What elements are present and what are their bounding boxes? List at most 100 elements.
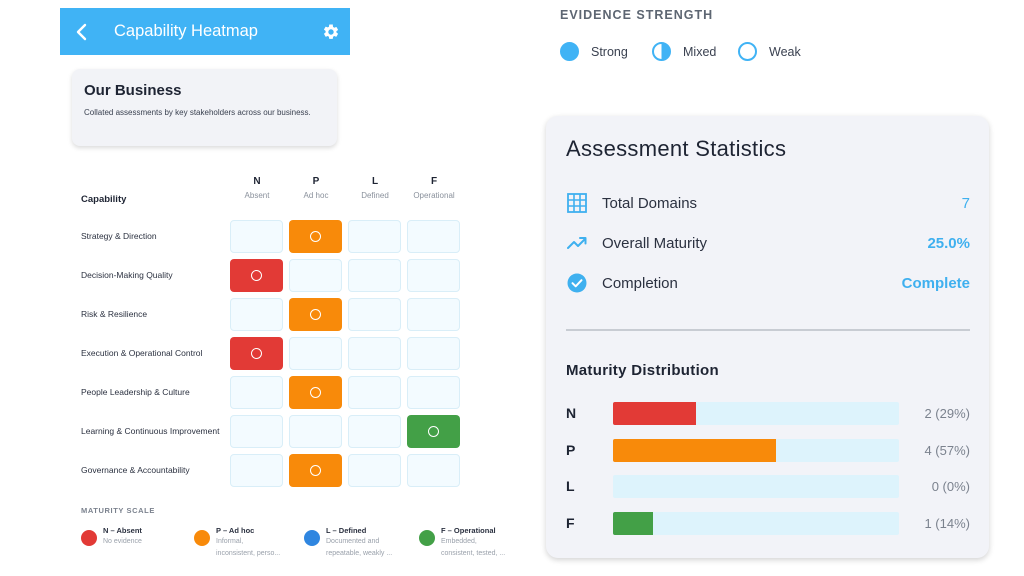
stat-label: Total Domains <box>602 194 698 212</box>
strong-evidence-icon <box>560 42 579 61</box>
capability-heatmap: Capability N Absent P Ad hoc L Defined F Operat… <box>72 170 472 490</box>
distribution-label: L <box>566 478 575 494</box>
evidence-label: Strong <box>591 44 628 59</box>
evidence-strength-title: EVIDENCE STRENGTH <box>560 8 714 22</box>
heatmap-cell[interactable] <box>348 415 401 448</box>
evidence-strong: Strong <box>560 42 628 61</box>
heatmap-cell[interactable] <box>289 259 342 292</box>
maturity-scale-item-description: consistent, tested, ... <box>441 550 506 557</box>
heatmap-cell-selected[interactable] <box>407 415 460 448</box>
stat-overall-maturity: Overall Maturity 25.0% <box>566 231 970 255</box>
maturity-scale-item-title: F – Operational <box>441 526 496 535</box>
maturity-scale-item: N – Absent No evidence <box>81 526 142 547</box>
business-description: Collated assessments by key stakeholders… <box>84 108 311 117</box>
maturity-scale-item-description: inconsistent, perso... <box>216 550 281 557</box>
heatmap-cell[interactable] <box>230 220 283 253</box>
heatmap-cell[interactable] <box>348 337 401 370</box>
maturity-scale-item: L – Defined Documented and repeatable, wea… <box>304 526 392 559</box>
heatmap-cell-selected[interactable] <box>289 454 342 487</box>
distribution-value: 2 (29%) <box>924 406 970 421</box>
heatmap-cell[interactable] <box>230 376 283 409</box>
mixed-evidence-icon <box>652 42 671 61</box>
heatmap-cell[interactable] <box>348 298 401 331</box>
maturity-color-dot <box>419 530 435 546</box>
distribution-row-l: L 0 (0%) <box>566 475 970 499</box>
column-header-l: L Defined <box>348 176 402 200</box>
trending-up-icon <box>566 232 588 254</box>
maturity-scale-item-title: L – Defined <box>326 526 367 535</box>
capability-header: Capability <box>81 194 127 205</box>
distribution-value: 4 (57%) <box>924 442 970 458</box>
capability-label: Decision-Making Quality <box>81 269 173 280</box>
column-header-f: F Operational <box>407 176 461 200</box>
heatmap-cell[interactable] <box>407 298 460 331</box>
gear-icon[interactable] <box>312 8 350 55</box>
app-bar: Capability Heatmap <box>60 8 350 55</box>
heatmap-cell[interactable] <box>348 454 401 487</box>
distribution-bar-track <box>613 511 899 535</box>
business-title: Our Business <box>84 82 182 99</box>
maturity-color-dot <box>194 530 210 546</box>
evidence-mixed: Mixed <box>652 42 716 61</box>
maturity-scale-title: MATURITY SCALE <box>81 506 155 515</box>
distribution-row-n: N 2 (29%) <box>566 402 970 426</box>
maturity-scale-text: P – Ad hoc Informal, inconsistent, perso..… <box>216 526 280 559</box>
column-code: L <box>371 176 379 187</box>
business-card: Our Business Collated assessments by key… <box>72 69 337 146</box>
heatmap-cell[interactable] <box>348 376 401 409</box>
capability-label: Execution & Operational Control <box>81 347 203 358</box>
heatmap-cell[interactable] <box>348 259 401 292</box>
maturity-color-dot <box>304 530 320 546</box>
maturity-scale-text: F – Operational Embedded, consistent, test… <box>441 526 505 559</box>
distribution-bar-fill <box>613 511 653 535</box>
maturity-scale: MATURITY SCALE N – Absent No evidence P – … <box>81 506 541 566</box>
weak-evidence-icon <box>738 42 757 61</box>
heatmap-cell[interactable] <box>407 454 460 487</box>
stat-value: 7 <box>961 194 970 212</box>
weak-evidence-icon <box>310 231 321 242</box>
heatmap-cell[interactable] <box>407 259 460 292</box>
evidence-strength-legend: EVIDENCE STRENGTH Strong Mixed Weak <box>560 8 860 78</box>
heatmap-cell[interactable] <box>289 337 342 370</box>
distribution-bar-fill <box>613 438 776 462</box>
divider <box>566 329 970 331</box>
stat-value: Complete <box>901 274 970 292</box>
weak-evidence-icon <box>251 270 262 281</box>
column-code: P <box>312 176 320 187</box>
distribution-label: N <box>566 405 577 421</box>
heatmap-cell[interactable] <box>230 454 283 487</box>
distribution-value: 1 (14%) <box>924 515 970 531</box>
heatmap-cell-selected[interactable] <box>230 337 283 370</box>
heatmap-cell-selected[interactable] <box>230 259 283 292</box>
heatmap-cell[interactable] <box>230 415 283 448</box>
capability-label: Learning & Continuous Improvement <box>81 425 220 436</box>
heatmap-cell[interactable] <box>407 220 460 253</box>
maturity-scale-text: N – Absent No evidence <box>103 526 142 547</box>
distribution-label: F <box>566 514 575 531</box>
column-label: Operational <box>413 191 455 200</box>
heatmap-cell[interactable] <box>407 337 460 370</box>
capability-label: People Leadership & Culture <box>81 386 190 397</box>
stat-label: Overall Maturity <box>602 234 708 252</box>
heatmap-cell-selected[interactable] <box>289 376 342 409</box>
heatmap-cell-selected[interactable] <box>289 220 342 253</box>
heatmap-cell[interactable] <box>407 376 460 409</box>
heatmap-cell[interactable] <box>289 415 342 448</box>
maturity-scale-item-description: repeatable, weakly ... <box>326 550 393 557</box>
maturity-scale-item-description: Informal, <box>216 538 244 545</box>
heatmap-cell-selected[interactable] <box>289 298 342 331</box>
heatmap-cell[interactable] <box>230 298 283 331</box>
distribution-bar-fill <box>613 402 696 425</box>
distribution-bar-track <box>613 402 899 425</box>
maturity-distribution-title: Maturity Distribution <box>566 362 719 379</box>
maturity-scale-item-description: Documented and <box>326 538 380 545</box>
capability-label: Governance & Accountability <box>81 464 190 475</box>
weak-evidence-icon <box>251 348 262 359</box>
maturity-scale-item: F – Operational Embedded, consistent, test… <box>419 526 505 559</box>
maturity-scale-item-description: No evidence <box>103 538 142 545</box>
evidence-label: Weak <box>769 44 801 59</box>
stat-completion: Completion Complete <box>566 271 970 295</box>
stat-value: 25.0% <box>927 234 970 252</box>
back-arrow-icon[interactable] <box>60 8 104 55</box>
heatmap-cell[interactable] <box>348 220 401 253</box>
